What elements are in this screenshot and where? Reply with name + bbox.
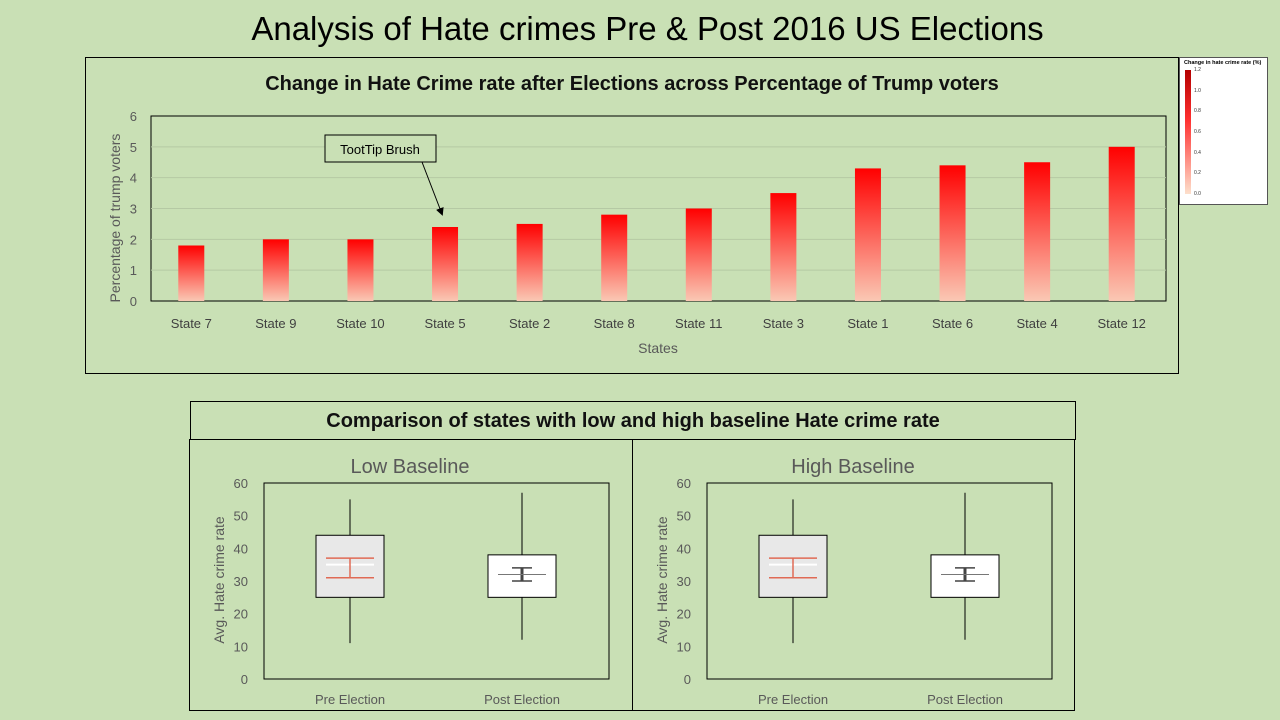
plot-area [706, 482, 1053, 680]
legend-tick-label: 0.4 [1194, 149, 1201, 156]
bar [770, 193, 797, 301]
low-baseline-panel: Low Baseline 0 10 20 30 40 50 60 Avg. Hate crime… [189, 439, 633, 711]
x-tick-label: State 11 [675, 316, 722, 331]
y-tick-label: 20 [234, 607, 248, 622]
x-tick-label: Post Election [927, 692, 1003, 707]
bar [1108, 146, 1135, 301]
legend-tick-label: 0.6 [1194, 129, 1201, 135]
bar [262, 239, 289, 301]
high-baseline-panel: High Baseline 0 10 20 30 40 50 60 Avg. Hate crim… [632, 439, 1075, 711]
y-tick-label: 2 [130, 232, 137, 247]
annotation-label: TootTip Brush [340, 142, 420, 157]
y-tick-label: 10 [234, 639, 248, 654]
bar [347, 239, 374, 301]
y-tick-label: 40 [234, 541, 248, 556]
y-tick-label: 6 [130, 109, 137, 124]
y-tick-label: 0 [130, 294, 137, 309]
y-tick-label: 40 [677, 541, 691, 556]
x-tick-label: State 9 [255, 316, 296, 331]
bar [516, 223, 543, 301]
x-tick-label: State 1 [847, 316, 888, 331]
x-tick-label: State 7 [171, 316, 212, 331]
legend-tick-label: 1.2 [1194, 67, 1201, 73]
y-tick-label: 5 [130, 140, 137, 155]
y-axis-title: Percentage of trump voters [107, 134, 123, 303]
y-tick-label: 50 [234, 509, 248, 524]
y-tick-label: 0 [684, 672, 691, 687]
y-tick-label: 60 [234, 476, 248, 491]
bar [178, 245, 205, 301]
bar [854, 168, 881, 301]
y-axis-title: Avg. Hate crime rate [654, 516, 670, 644]
bar [601, 214, 628, 301]
y-tick-label: 60 [677, 476, 691, 491]
y-tick-label: 0 [241, 672, 248, 687]
high-baseline-box-plot: High Baseline 0 10 20 30 40 50 60 Avg. Hate crim… [654, 456, 1053, 707]
y-tick-label: 20 [677, 607, 691, 622]
bar-chart: 0 1 2 3 4 5 6 State 7 State 9 State 10 State 5 Stat… [107, 109, 1167, 356]
x-tick-label: Pre Election [758, 692, 828, 707]
x-tick-label: State 3 [763, 316, 804, 331]
x-tick-label: State 8 [594, 316, 635, 331]
legend-gradient [1185, 70, 1191, 194]
legend-tick-label: 0.2 [1194, 170, 1201, 177]
annotation-box [324, 134, 437, 163]
x-tick-label: Post Election [484, 692, 560, 707]
bottom-section-title: Comparison of states with low and high b… [326, 410, 940, 432]
x-tick-label: State 10 [336, 316, 384, 331]
y-tick-label: 4 [130, 171, 137, 186]
x-tick-label: State 6 [932, 316, 973, 331]
bar [685, 208, 712, 301]
y-axis-title: Avg. Hate crime rate [211, 516, 227, 644]
y-tick-label: 50 [677, 509, 691, 524]
legend-tick-label: 0.0 [1194, 191, 1201, 197]
color-legend: Change in hate crime rate (%) 1.2 1.0 0.8 0… [1179, 57, 1268, 205]
x-tick-label: State 12 [1097, 316, 1145, 331]
bar [939, 165, 966, 301]
bar [432, 227, 459, 301]
top-chart-title: Change in Hate Crime rate after Election… [265, 73, 999, 95]
x-tick-label: State 4 [1017, 316, 1058, 331]
top-chart-panel: Change in Hate Crime rate after Election… [85, 57, 1179, 374]
page-title: Analysis of Hate crimes Pre & Post 2016 … [251, 10, 1044, 47]
x-tick-label: State 2 [509, 316, 550, 331]
bottom-title-panel: Comparison of states with low and high b… [190, 401, 1076, 440]
bar [1024, 162, 1051, 301]
y-tick-label: 30 [677, 574, 691, 589]
y-tick-label: 1 [130, 263, 137, 278]
x-tick-label: Pre Election [315, 692, 385, 707]
legend-tick-label: 0.8 [1194, 108, 1201, 115]
legend-title: Change in hate crime rate (%) [1184, 60, 1262, 66]
plot-area [263, 482, 610, 680]
y-tick-label: 10 [677, 639, 691, 654]
legend-tick-label: 1.0 [1194, 87, 1201, 94]
annotation-arrow [421, 161, 444, 216]
x-tick-label: State 5 [424, 316, 465, 331]
low-baseline-box-plot: Low Baseline 0 10 20 30 40 50 60 Avg. Hate crime… [211, 456, 610, 707]
box-chart-title: Low Baseline [351, 456, 470, 478]
x-axis-title: States [638, 340, 678, 356]
y-tick-label: 30 [234, 574, 248, 589]
box-chart-title: High Baseline [791, 456, 914, 478]
y-tick-label: 3 [130, 202, 137, 217]
